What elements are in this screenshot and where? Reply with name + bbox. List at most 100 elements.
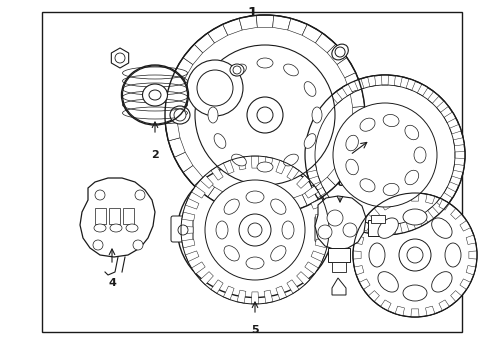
- Circle shape: [197, 70, 233, 106]
- Polygon shape: [345, 138, 362, 157]
- Polygon shape: [450, 176, 461, 186]
- Polygon shape: [223, 195, 242, 212]
- Polygon shape: [381, 199, 391, 210]
- Ellipse shape: [257, 58, 273, 68]
- Polygon shape: [314, 112, 326, 123]
- Circle shape: [318, 225, 332, 239]
- Polygon shape: [337, 152, 356, 172]
- Polygon shape: [287, 280, 299, 293]
- Bar: [42, 12, 462, 332]
- Text: 6: 6: [336, 178, 344, 188]
- Polygon shape: [288, 18, 307, 35]
- Circle shape: [333, 103, 437, 207]
- Polygon shape: [296, 272, 310, 285]
- Text: 2: 2: [151, 150, 159, 160]
- Polygon shape: [272, 200, 291, 215]
- Polygon shape: [239, 15, 257, 30]
- Polygon shape: [439, 300, 449, 311]
- Polygon shape: [354, 79, 364, 90]
- Polygon shape: [200, 272, 213, 285]
- Polygon shape: [368, 208, 379, 219]
- Circle shape: [93, 240, 103, 250]
- Polygon shape: [331, 207, 343, 219]
- Circle shape: [247, 97, 283, 133]
- Polygon shape: [305, 152, 315, 158]
- Polygon shape: [466, 235, 476, 244]
- Polygon shape: [306, 138, 317, 146]
- Polygon shape: [182, 239, 195, 248]
- Polygon shape: [321, 101, 333, 112]
- Polygon shape: [354, 266, 364, 275]
- Polygon shape: [166, 89, 180, 107]
- Polygon shape: [395, 306, 404, 316]
- Polygon shape: [166, 106, 177, 124]
- Polygon shape: [264, 157, 273, 170]
- Polygon shape: [211, 280, 223, 293]
- Polygon shape: [331, 91, 343, 103]
- Polygon shape: [425, 306, 435, 316]
- Polygon shape: [417, 84, 428, 96]
- Polygon shape: [327, 166, 347, 186]
- Polygon shape: [183, 166, 203, 186]
- Polygon shape: [223, 286, 234, 300]
- Polygon shape: [469, 251, 477, 259]
- Bar: [328, 248, 350, 262]
- Polygon shape: [315, 212, 328, 221]
- Circle shape: [343, 223, 357, 237]
- Text: 3: 3: [338, 138, 346, 148]
- Polygon shape: [451, 291, 462, 302]
- Polygon shape: [327, 44, 347, 64]
- Polygon shape: [211, 167, 223, 180]
- Ellipse shape: [360, 118, 375, 131]
- Ellipse shape: [270, 246, 286, 261]
- Polygon shape: [411, 309, 419, 317]
- Ellipse shape: [383, 183, 399, 195]
- Polygon shape: [174, 58, 193, 78]
- Ellipse shape: [216, 221, 228, 239]
- Ellipse shape: [170, 106, 190, 124]
- Polygon shape: [460, 221, 470, 231]
- Polygon shape: [444, 112, 456, 123]
- Polygon shape: [174, 152, 193, 172]
- Circle shape: [174, 109, 186, 121]
- Polygon shape: [316, 177, 336, 197]
- Polygon shape: [342, 84, 353, 96]
- Circle shape: [165, 15, 365, 215]
- Bar: [332, 262, 346, 272]
- Polygon shape: [288, 195, 307, 212]
- Polygon shape: [223, 160, 234, 174]
- Polygon shape: [314, 187, 326, 198]
- Polygon shape: [309, 176, 320, 186]
- Circle shape: [399, 239, 431, 271]
- Polygon shape: [368, 223, 376, 234]
- Polygon shape: [382, 225, 389, 235]
- Ellipse shape: [246, 191, 264, 203]
- Polygon shape: [195, 177, 215, 197]
- Polygon shape: [437, 101, 448, 112]
- Polygon shape: [192, 186, 205, 198]
- Polygon shape: [354, 235, 364, 244]
- Polygon shape: [305, 262, 318, 274]
- Ellipse shape: [445, 243, 461, 267]
- Polygon shape: [411, 193, 419, 201]
- Ellipse shape: [304, 134, 316, 148]
- Ellipse shape: [143, 84, 168, 106]
- Circle shape: [135, 190, 145, 200]
- Ellipse shape: [405, 170, 419, 185]
- Polygon shape: [359, 221, 370, 231]
- Circle shape: [187, 60, 243, 116]
- Ellipse shape: [432, 218, 452, 238]
- Polygon shape: [453, 164, 465, 172]
- Text: 5: 5: [251, 325, 259, 335]
- Polygon shape: [353, 251, 361, 259]
- Polygon shape: [345, 73, 362, 92]
- Polygon shape: [315, 239, 328, 248]
- Ellipse shape: [403, 209, 427, 225]
- Polygon shape: [287, 167, 299, 180]
- Circle shape: [327, 210, 343, 226]
- Bar: [95, 208, 106, 224]
- Polygon shape: [237, 157, 246, 170]
- Polygon shape: [251, 156, 259, 168]
- Polygon shape: [169, 73, 185, 92]
- Polygon shape: [256, 203, 274, 215]
